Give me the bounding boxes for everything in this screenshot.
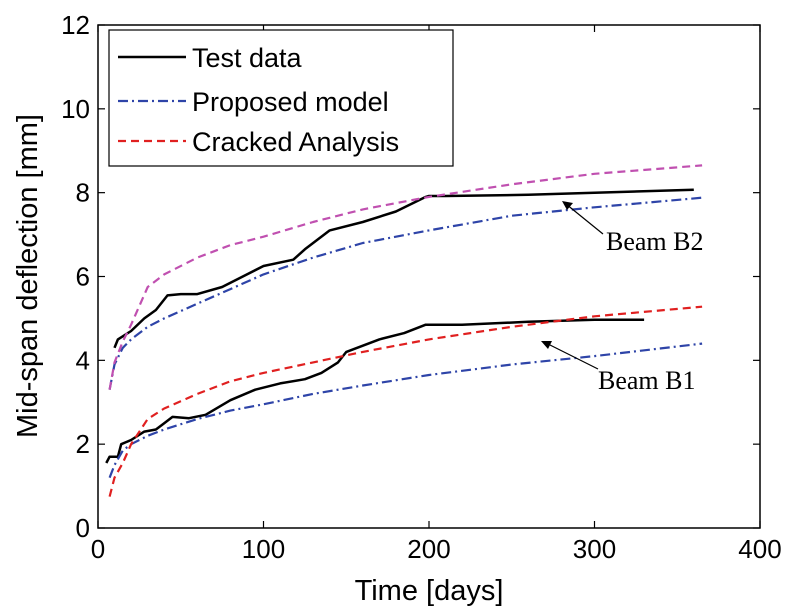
x-tick-label: 0 <box>91 534 105 564</box>
annotation-beam-b2: Beam B2 <box>562 201 704 256</box>
x-axis-title: Time [days] <box>355 575 504 607</box>
series-layer <box>105 164 703 497</box>
annotation-label-b2: Beam B2 <box>606 227 704 256</box>
legend-label-test-data: Test data <box>192 43 303 73</box>
y-tick-label: 0 <box>76 513 90 543</box>
arrowhead-b1-icon <box>541 341 552 349</box>
y-tick-label: 10 <box>61 94 90 124</box>
annotation-label-b1: Beam B1 <box>598 366 696 395</box>
series-line-proposed-model-b1 <box>108 342 703 479</box>
annotation-beam-b1: Beam B1 <box>541 341 696 395</box>
series-line-cracked-analysis-b1 <box>108 305 703 497</box>
y-tick-label: 6 <box>76 262 90 292</box>
y-tick-label: 4 <box>76 345 90 375</box>
y-tick-label: 2 <box>76 429 90 459</box>
arrowhead-b2-icon <box>562 201 573 210</box>
series-line-proposed-model-b2 <box>108 196 703 390</box>
series-line-cracked-analysis-b2 <box>108 164 703 390</box>
x-tick-label: 200 <box>407 534 450 564</box>
legend: Test data Proposed model Cracked Analysi… <box>108 29 454 167</box>
tick-layer: 0 100 200 300 400 0 2 4 6 8 10 12 <box>61 10 782 564</box>
legend-box <box>108 29 454 167</box>
x-tick-label: 100 <box>242 534 285 564</box>
annotation-arrow-b1 <box>545 342 599 370</box>
y-tick-label: 8 <box>76 178 90 208</box>
y-axis-title: Mid-span deflection [mm] <box>12 114 44 438</box>
legend-label-cracked-analysis: Cracked Analysis <box>192 127 399 157</box>
x-tick-label: 400 <box>738 534 781 564</box>
x-tick-label: 300 <box>573 534 616 564</box>
y-tick-label: 12 <box>61 10 90 40</box>
annotation-arrow-b2 <box>565 203 604 235</box>
legend-label-proposed-model: Proposed model <box>192 87 389 117</box>
series-line-test-data-b1 <box>105 318 645 464</box>
series-line-test-data-b2 <box>113 188 694 349</box>
